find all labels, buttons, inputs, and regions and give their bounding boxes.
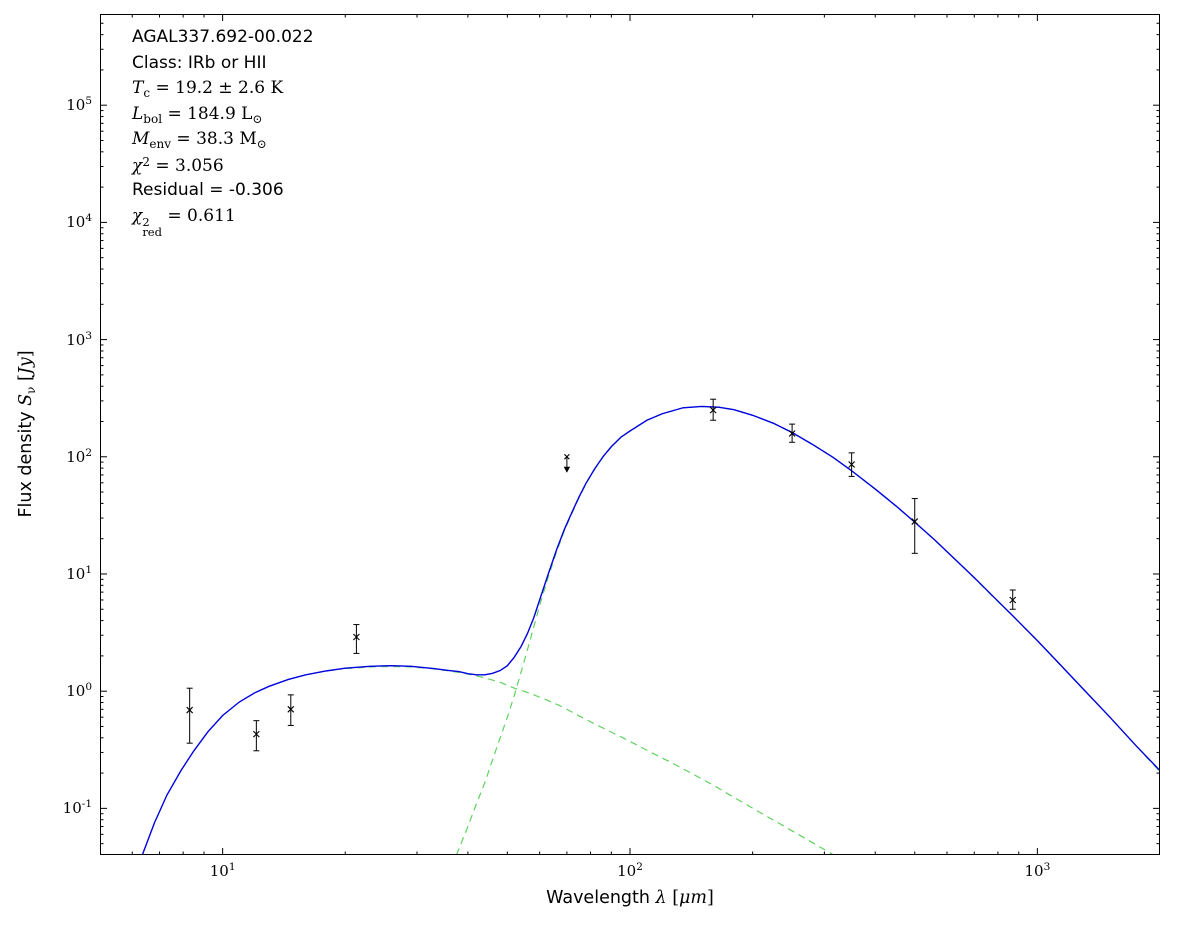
- text-segment: χ: [132, 205, 143, 226]
- text-segment: ⊙: [252, 111, 263, 126]
- text-segment: χ: [132, 155, 143, 176]
- text-segment: ]: [16, 350, 36, 358]
- text-segment: = 0.611: [161, 205, 236, 226]
- data-marker-x: [287, 705, 295, 713]
- text-segment: ⊙: [256, 137, 267, 151]
- curve-total-model-fit: [141, 405, 1160, 855]
- annotation-line: Lbol = 184.9 L⊙: [132, 104, 314, 130]
- data-points: [186, 398, 1017, 752]
- sed-plot-canvas: [100, 14, 1160, 855]
- text-segment: ν: [24, 386, 38, 394]
- text-segment: = 38.3 M: [171, 129, 257, 149]
- upper-limit-arrowhead: [563, 466, 571, 473]
- text-segment: μm: [679, 888, 707, 908]
- text-segment: = 19.2 ± 2.6 K: [150, 78, 284, 98]
- text-segment: Class: IRb or HII: [132, 52, 267, 73]
- text-segment: Jy: [16, 357, 36, 375]
- text-segment: = 184.9 L: [162, 103, 253, 124]
- text-segment: bol: [143, 111, 163, 126]
- text-segment: [: [666, 888, 680, 908]
- y-tick-label: 100: [66, 681, 92, 701]
- text-segment: M: [132, 129, 150, 149]
- data-marker-x: [252, 730, 260, 738]
- text-segment: c: [143, 86, 151, 100]
- data-marker-x: [848, 461, 856, 468]
- text-segment: L: [132, 103, 144, 124]
- text-segment: AGAL337.692-00.022: [132, 27, 314, 47]
- curve-warm-component-model: [345, 666, 835, 855]
- x-axis-label: Wavelength λ [μm]: [100, 888, 1160, 908]
- text-segment: 2: [142, 154, 150, 169]
- text-segment: Residual = -0.306: [132, 180, 284, 200]
- text-segment: Flux density: [16, 405, 36, 518]
- sup-sub-stack: 2 red: [142, 214, 162, 239]
- annotation-line: Residual = -0.306: [132, 180, 314, 206]
- axes-frame: [100, 14, 1160, 855]
- text-segment: ]: [707, 888, 714, 908]
- y-tick-label: 10-1: [62, 798, 92, 818]
- annotation-line: χ2 = 3.056: [132, 155, 314, 181]
- data-marker-x: [709, 406, 717, 414]
- text-segment: λ: [655, 888, 667, 908]
- y-tick-label: 101: [66, 563, 92, 583]
- data-marker-x: [788, 430, 796, 437]
- y-tick-label: 102: [66, 446, 92, 466]
- text-segment: Wavelength: [546, 888, 656, 908]
- x-tick-label: 101: [209, 861, 236, 880]
- y-tick-label: 104: [66, 212, 92, 232]
- annotation-line: Class: IRb or HII: [132, 53, 314, 79]
- data-marker-x: [353, 633, 360, 641]
- text-segment: = 3.056: [149, 155, 224, 176]
- data-marker-x: [1009, 596, 1017, 604]
- data-marker-x: [186, 706, 194, 714]
- y-tick-label: 105: [66, 95, 92, 115]
- text-segment: env: [149, 137, 172, 151]
- annotation-line: Menv = 38.3 M⊙: [132, 129, 314, 155]
- text-segment: T: [132, 78, 144, 98]
- y-tick-label: 103: [66, 329, 92, 349]
- text-segment: S: [16, 393, 36, 406]
- annotation-line: Tc = 19.2 ± 2.6 K: [132, 78, 314, 104]
- x-tick-label: 103: [1024, 861, 1051, 880]
- y-axis-label: Flux density Sν [Jy]: [16, 350, 38, 517]
- data-marker-x: [911, 518, 919, 525]
- fit-parameters-annotation: AGAL337.692-00.022 Class: IRb or HII Tc = …: [132, 27, 314, 238]
- annotation-line: χ 2 red = 0.611: [132, 205, 314, 238]
- x-tick-label: 102: [617, 861, 643, 880]
- annotation-line: AGAL337.692-00.022: [132, 27, 314, 53]
- text-segment: [: [16, 374, 36, 387]
- curve-cold-dust-component-model: [455, 405, 1160, 855]
